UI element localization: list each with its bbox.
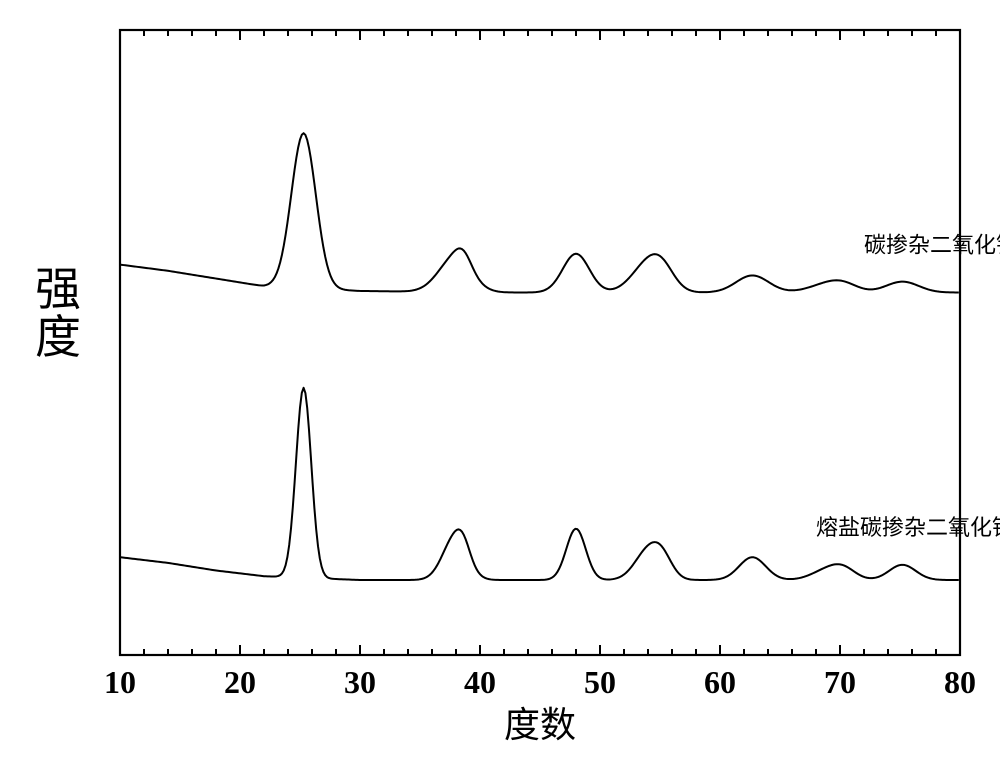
y-axis-label-char: 强 (35, 264, 81, 315)
series-line (120, 133, 959, 292)
x-tick-label: 70 (824, 664, 856, 700)
series-line (120, 388, 959, 580)
y-axis-label-char: 度 (35, 312, 81, 363)
x-tick-label: 40 (464, 664, 496, 700)
x-tick-label: 10 (104, 664, 136, 700)
x-tick-label: 50 (584, 664, 616, 700)
series-label: 熔盐碳掺杂二氧化钛 (816, 515, 1000, 540)
plot-frame (120, 30, 960, 655)
x-tick-label: 80 (944, 664, 976, 700)
x-tick-label: 30 (344, 664, 376, 700)
xrd-chart: 10 20 30 40 50 60 70 80 度数 强度 碳掺杂二氧化钛熔盐碳掺杂二氧化钛 (0, 0, 1000, 783)
chart-container: { "chart": { "type": "xrd-line", "backgr… (0, 0, 1000, 783)
x-tick-label: 60 (704, 664, 736, 700)
series-label: 碳掺杂二氧化钛 (864, 233, 1000, 258)
x-tick-label: 20 (224, 664, 256, 700)
x-axis-label: 度数 (504, 705, 576, 745)
